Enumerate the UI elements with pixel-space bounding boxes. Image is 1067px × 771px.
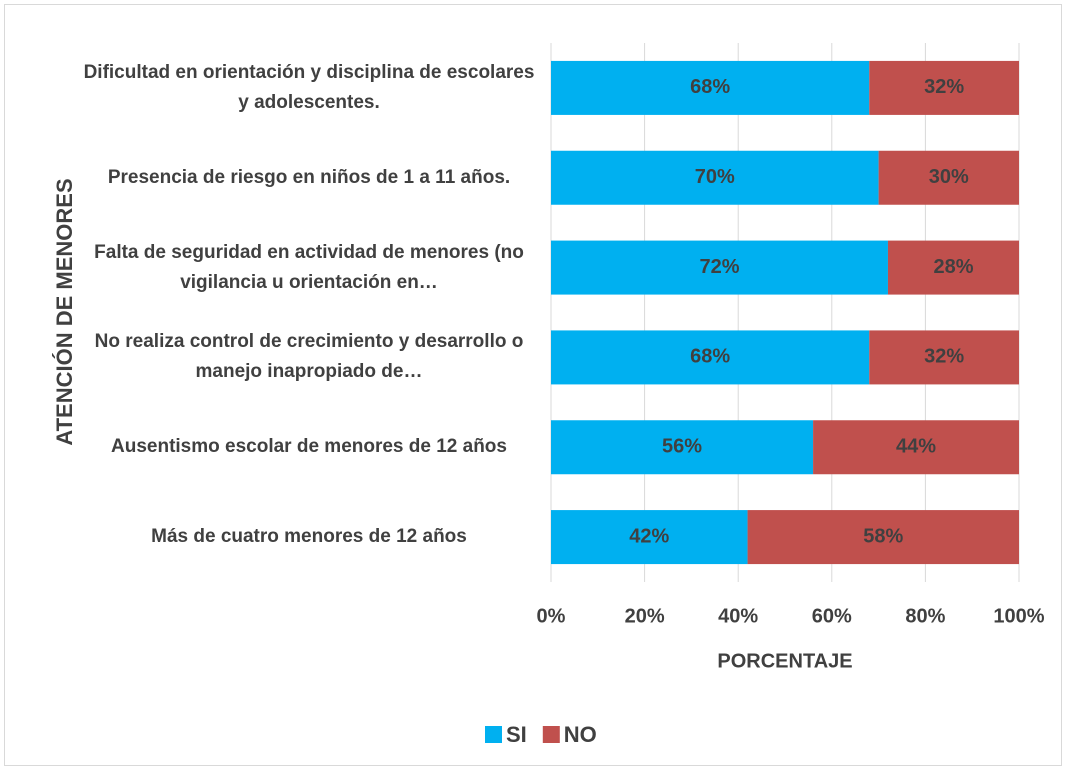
bar-segment: [551, 420, 814, 475]
bar-segment: [551, 510, 748, 565]
chart-border: [4, 4, 1062, 766]
bar-segment: [551, 150, 879, 205]
legend-swatch: [542, 726, 560, 743]
bar-segment: [813, 420, 1019, 475]
data-label: 68%: [690, 346, 730, 368]
y-tick-label: Dificultad en orientación y disciplina d…: [83, 61, 535, 113]
data-label: 32%: [924, 346, 964, 368]
y-tick-label: Presencia de riesgo en niños de 1 a 11 a…: [107, 166, 511, 188]
x-tick-label: 100%: [993, 605, 1044, 627]
data-label: 28%: [933, 256, 973, 278]
data-label: 58%: [863, 525, 903, 547]
bar-segment: [878, 150, 1019, 205]
bar-segment: [869, 60, 1019, 115]
bar-segment: [551, 330, 870, 385]
data-label: 56%: [662, 436, 702, 458]
x-tick-label: 40%: [718, 605, 758, 627]
data-label: 42%: [629, 525, 669, 547]
data-label: 70%: [695, 166, 735, 188]
data-label: 44%: [896, 436, 936, 458]
data-label: 68%: [690, 76, 730, 98]
legend-label: SI: [506, 722, 527, 747]
x-tick-label: 0%: [537, 605, 566, 627]
x-tick-label: 60%: [812, 605, 852, 627]
bar-segment: [869, 330, 1019, 385]
y-tick-label: Más de cuatro menores de 12 años: [151, 526, 467, 548]
data-label: 32%: [924, 76, 964, 98]
bar-segment: [551, 240, 888, 295]
bar-segment: [747, 510, 1019, 565]
legend-label: NO: [564, 722, 597, 747]
legend-swatch: [485, 726, 502, 743]
x-axis-title: PORCENTAJE: [717, 650, 852, 672]
data-label: 30%: [929, 166, 969, 188]
bar-segment: [887, 240, 1019, 295]
x-tick-label: 80%: [905, 605, 945, 627]
y-axis-title: ATENCIÓN DE MENORES: [52, 178, 77, 445]
data-label: 72%: [699, 256, 739, 278]
bar-segment: [551, 60, 870, 115]
y-tick-label: Ausentismo escolar de menores de 12 años: [111, 436, 507, 458]
y-tick-label: Falta de seguridad en actividad de menor…: [94, 241, 524, 293]
x-tick-label: 20%: [625, 605, 665, 627]
y-tick-label: No realiza control de crecimiento y desa…: [94, 331, 524, 383]
